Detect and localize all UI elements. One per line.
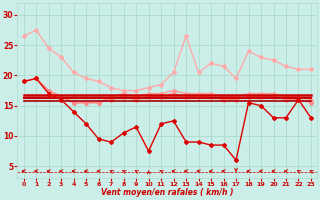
X-axis label: Vent moyen/en rafales ( km/h ): Vent moyen/en rafales ( km/h )	[101, 188, 234, 197]
